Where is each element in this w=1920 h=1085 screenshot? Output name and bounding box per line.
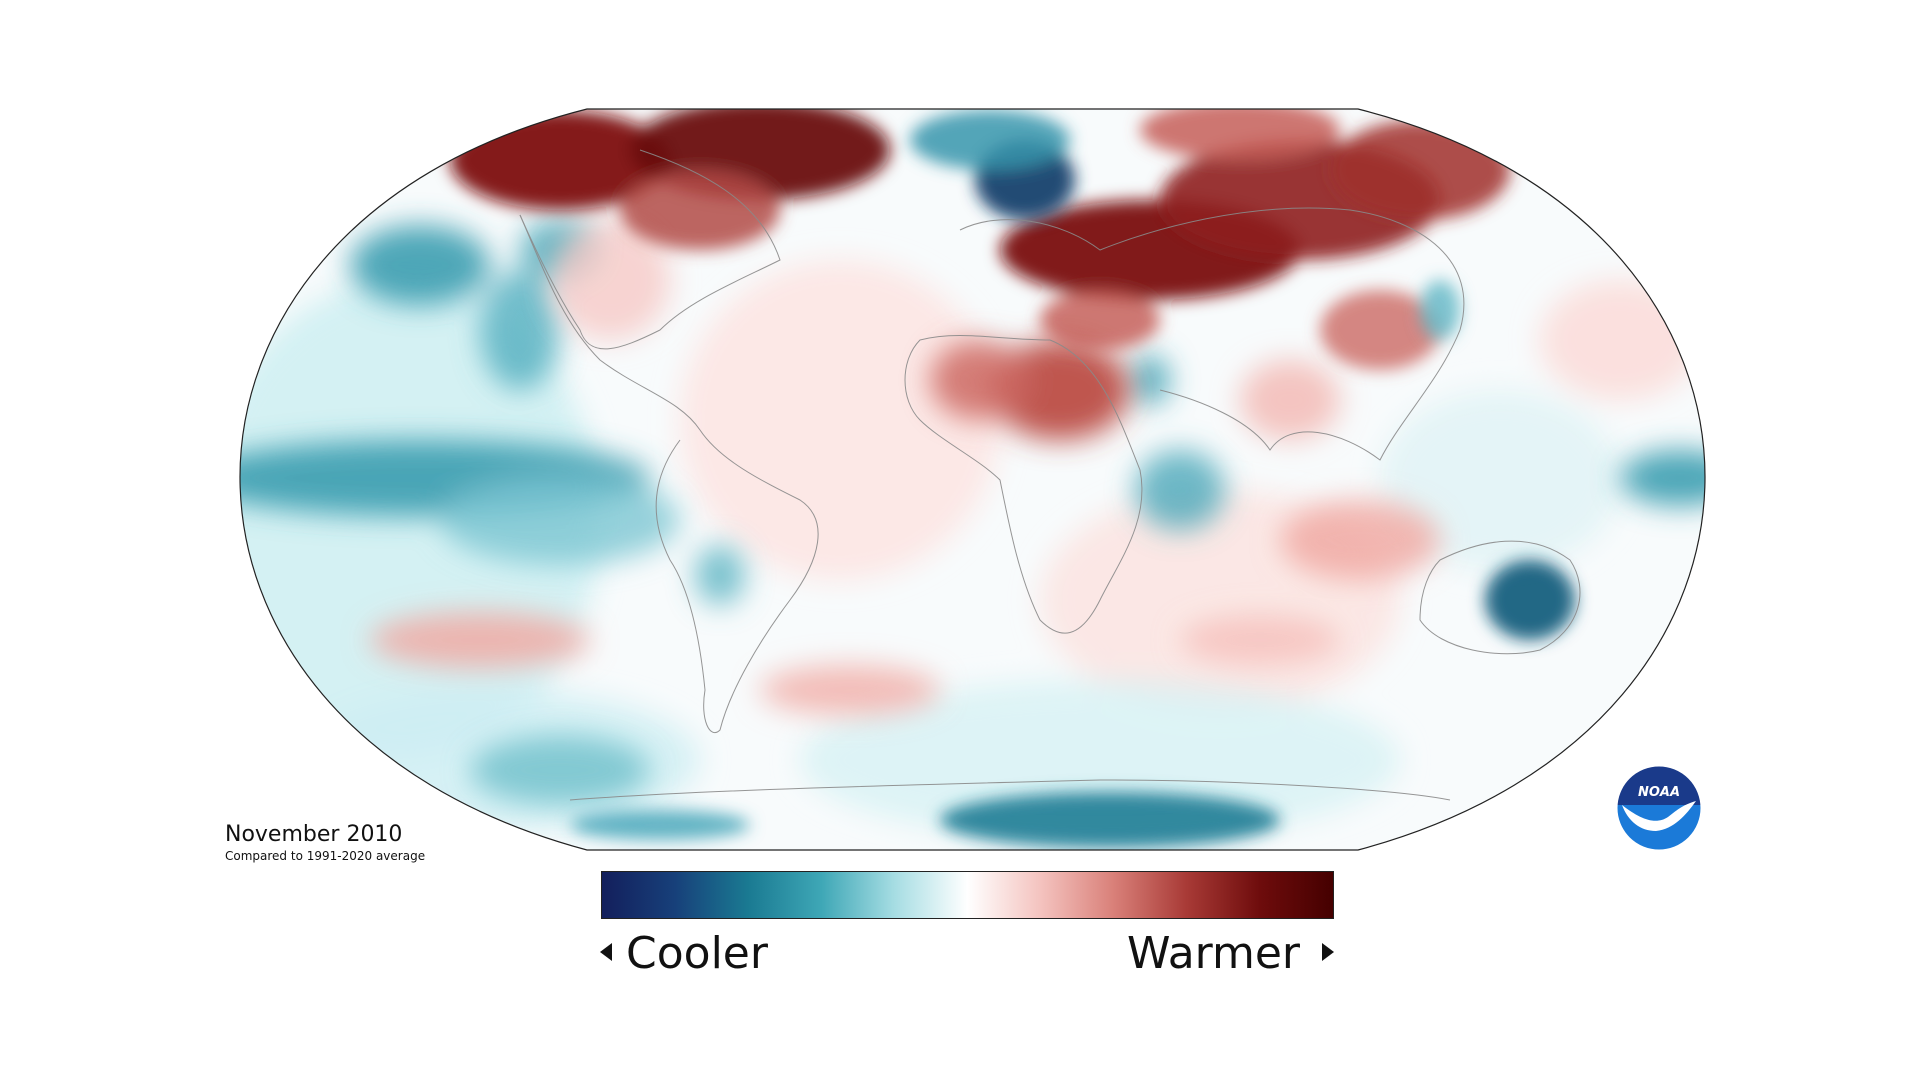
arrow-left-icon (600, 943, 612, 961)
anomaly-colorbar (601, 871, 1334, 919)
cooler-label: Cooler (626, 928, 768, 979)
legend-cooler: Cooler (600, 928, 768, 980)
map-caption: November 2010 Compared to 1991-2020 aver… (225, 822, 425, 864)
legend-warmer: Warmer (1127, 928, 1334, 980)
arrow-right-icon (1322, 943, 1334, 961)
warmer-label: Warmer (1127, 928, 1300, 979)
anomaly-field (240, 109, 1705, 850)
map-baseline-subtitle: Compared to 1991-2020 average (225, 849, 426, 863)
coastlines (519, 149, 1581, 801)
map-date-title: November 2010 (225, 822, 403, 847)
noaa-logo-text: NOAA (1638, 785, 1680, 800)
noaa-logo-icon: NOAA (1616, 765, 1702, 851)
